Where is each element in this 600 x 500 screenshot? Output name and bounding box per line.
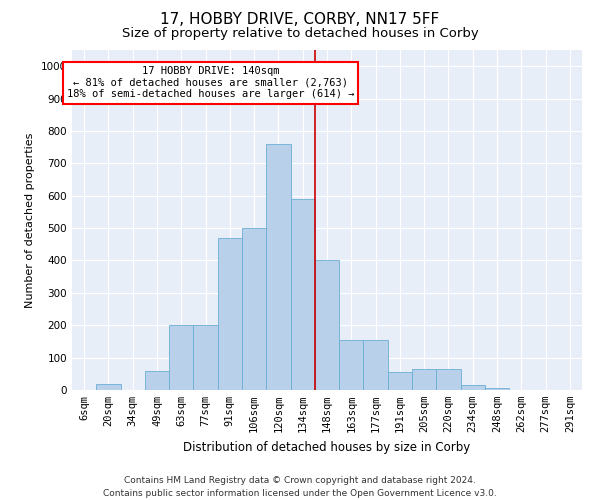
Text: 17, HOBBY DRIVE, CORBY, NN17 5FF: 17, HOBBY DRIVE, CORBY, NN17 5FF [160, 12, 440, 28]
X-axis label: Distribution of detached houses by size in Corby: Distribution of detached houses by size … [184, 440, 470, 454]
Bar [266, 144, 290, 390]
Text: Size of property relative to detached houses in Corby: Size of property relative to detached ho… [122, 28, 478, 40]
Bar [193, 325, 218, 390]
Bar [96, 384, 121, 390]
Bar [461, 385, 485, 390]
Bar [169, 325, 193, 390]
Bar [485, 388, 509, 390]
Text: 17 HOBBY DRIVE: 140sqm
← 81% of detached houses are smaller (2,763)
18% of semi-: 17 HOBBY DRIVE: 140sqm ← 81% of detached… [67, 66, 354, 100]
Bar [364, 340, 388, 390]
Bar [242, 228, 266, 390]
Bar [339, 340, 364, 390]
Bar [388, 372, 412, 390]
Bar [218, 238, 242, 390]
Bar [315, 260, 339, 390]
Bar [145, 370, 169, 390]
Text: Contains HM Land Registry data © Crown copyright and database right 2024.
Contai: Contains HM Land Registry data © Crown c… [103, 476, 497, 498]
Y-axis label: Number of detached properties: Number of detached properties [25, 132, 35, 308]
Bar [412, 369, 436, 390]
Bar [290, 199, 315, 390]
Bar [436, 369, 461, 390]
